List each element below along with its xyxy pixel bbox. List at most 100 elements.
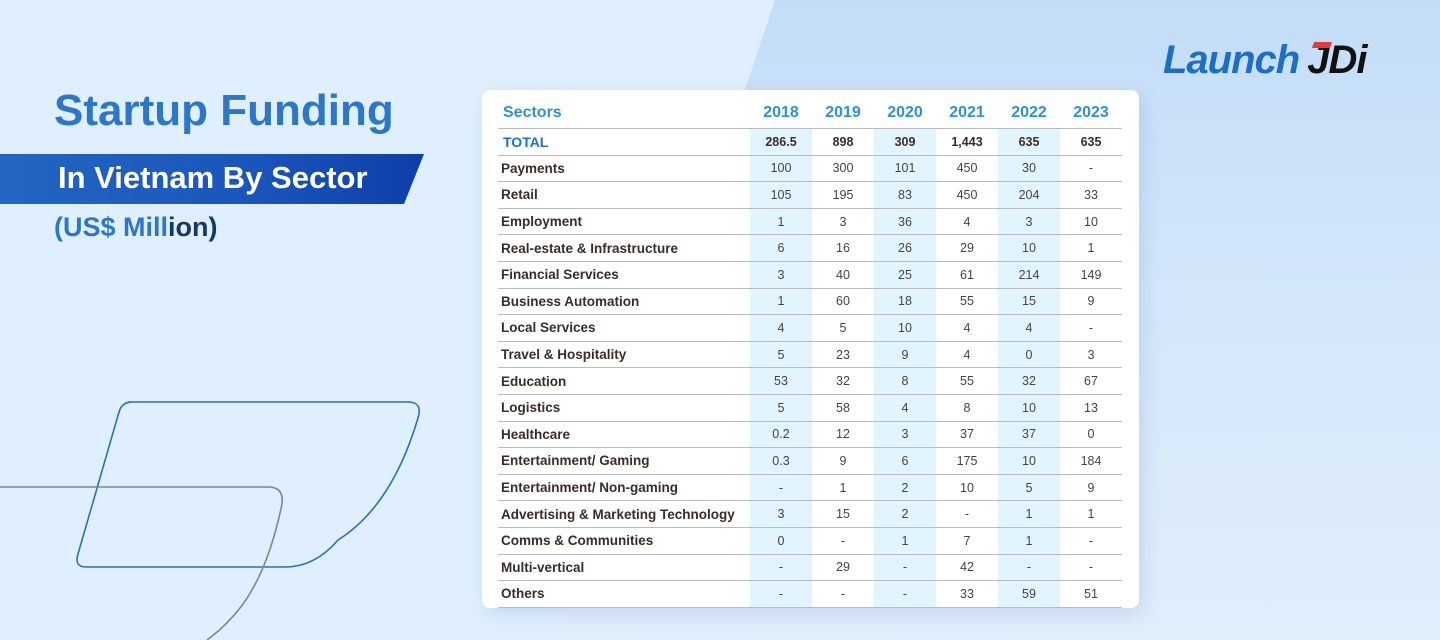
funding-value-cell: 286.5 bbox=[750, 128, 812, 156]
funding-value-cell: 9 bbox=[1060, 474, 1122, 502]
funding-value-cell: 5 bbox=[750, 341, 812, 369]
funding-value-cell: 3 bbox=[750, 261, 812, 289]
funding-value-cell: - bbox=[812, 580, 874, 608]
funding-value-cell: 51 bbox=[1060, 580, 1122, 608]
funding-value-cell: 1 bbox=[750, 208, 812, 236]
table-row: Others - - -33 59 51 bbox=[498, 580, 1122, 608]
funding-value-cell: 32 bbox=[998, 367, 1060, 395]
funding-value-cell: 15 bbox=[998, 288, 1060, 316]
table-row: Local Services 4 5 10 4 4- bbox=[498, 314, 1122, 342]
funding-value-cell: - bbox=[750, 554, 812, 582]
sector-name: TOTAL bbox=[498, 128, 750, 156]
funding-value-cell: - bbox=[750, 580, 812, 608]
funding-value-cell: 33 bbox=[936, 580, 998, 608]
funding-value-cell: 149 bbox=[1060, 261, 1122, 289]
decorative-shapes bbox=[0, 401, 421, 640]
funding-value-cell: 18 bbox=[874, 288, 936, 316]
funding-value-cell: 0.3 bbox=[750, 447, 812, 475]
funding-value-cell: 0 bbox=[1060, 421, 1122, 449]
funding-table-card: Sectors 2018 2019 2020 2021 2022 2023 TO… bbox=[482, 90, 1139, 608]
funding-value-cell: 8 bbox=[936, 394, 998, 422]
funding-value-cell: 15 bbox=[812, 500, 874, 528]
funding-value-cell: 42 bbox=[936, 554, 998, 582]
funding-value-cell: 59 bbox=[998, 580, 1060, 608]
funding-value-cell: 32 bbox=[812, 367, 874, 395]
funding-value-cell: 5 bbox=[750, 394, 812, 422]
funding-value-cell: 3 bbox=[812, 208, 874, 236]
funding-value-cell: 5 bbox=[812, 314, 874, 342]
table-row: Payments 100 300 101 450 30- bbox=[498, 155, 1122, 183]
funding-value-cell: 9 bbox=[1060, 288, 1122, 316]
funding-value-cell: 12 bbox=[812, 421, 874, 449]
funding-value-cell: 4 bbox=[750, 314, 812, 342]
table-row: Employment 1 3 36 4 3 10 bbox=[498, 208, 1122, 236]
funding-value-cell: 33 bbox=[1060, 181, 1122, 209]
funding-value-cell: 37 bbox=[936, 421, 998, 449]
unit-label-suffix: ion) bbox=[168, 212, 218, 242]
funding-value-cell: 175 bbox=[936, 447, 998, 475]
funding-value-cell: 100 bbox=[750, 155, 812, 183]
funding-value-cell: 3 bbox=[750, 500, 812, 528]
funding-value-cell: 309 bbox=[874, 128, 936, 156]
funding-value-cell: 60 bbox=[812, 288, 874, 316]
column-header-year: 2018 bbox=[750, 98, 812, 129]
table-row: Comms & Communities 0-1 7 1- bbox=[498, 527, 1122, 555]
table-row: Entertainment/ Non-gaming -1 2 10 5 9 bbox=[498, 474, 1122, 502]
funding-value-cell: 9 bbox=[874, 341, 936, 369]
page-subtitle: In Vietnam By Sector bbox=[58, 160, 368, 195]
table-row: Travel & Hospitality 5 23 9 4 0 3 bbox=[498, 341, 1122, 369]
funding-table: Sectors 2018 2019 2020 2021 2022 2023 TO… bbox=[498, 98, 1122, 608]
sector-name: Healthcare bbox=[498, 421, 750, 449]
funding-value-cell: 2 bbox=[874, 500, 936, 528]
column-header-year: 2022 bbox=[998, 98, 1060, 129]
brand-logo: Launch JDi bbox=[1163, 37, 1367, 82]
funding-value-cell: 2 bbox=[874, 474, 936, 502]
sector-name: Business Automation bbox=[498, 288, 750, 316]
funding-value-cell: 13 bbox=[1060, 394, 1122, 422]
funding-value-cell: 29 bbox=[812, 554, 874, 582]
decorative-blue-shape bbox=[76, 401, 421, 568]
logo-accent-bar bbox=[1312, 41, 1333, 48]
table-body: TOTAL 286.5 898 309 1,443 635 635 Payments 100 30… bbox=[498, 128, 1122, 608]
funding-value-cell: 10 bbox=[874, 314, 936, 342]
funding-value-cell: 3 bbox=[1060, 341, 1122, 369]
table-header-row: Sectors 2018 2019 2020 2021 2022 2023 bbox=[498, 98, 1122, 129]
funding-value-cell: 3 bbox=[998, 208, 1060, 236]
logo-word-launch: Launch bbox=[1163, 37, 1300, 82]
funding-value-cell: 55 bbox=[936, 288, 998, 316]
funding-value-cell: 36 bbox=[874, 208, 936, 236]
table-row: Entertainment/ Gaming 0.3 9 6 175 10 184 bbox=[498, 447, 1122, 475]
table-row: Business Automation 1 60 18 55 15 9 bbox=[498, 288, 1122, 316]
funding-value-cell: 25 bbox=[874, 261, 936, 289]
sector-name: Local Services bbox=[498, 314, 750, 342]
table-row: Real-estate & Infrastructure 6 16 26 29 10 1 bbox=[498, 234, 1122, 262]
funding-value-cell: 5 bbox=[998, 474, 1060, 502]
funding-value-cell: 0 bbox=[750, 527, 812, 555]
funding-value-cell: 300 bbox=[812, 155, 874, 183]
funding-value-cell: 1 bbox=[874, 527, 936, 555]
funding-value-cell: 184 bbox=[1060, 447, 1122, 475]
table-row: Healthcare 0.2 12 3 37 37 0 bbox=[498, 421, 1122, 449]
unit-label: (US$ Million) bbox=[54, 212, 218, 243]
table-row: Financial Services 3 40 25 61 214 149 bbox=[498, 261, 1122, 289]
funding-value-cell: 4 bbox=[998, 314, 1060, 342]
table-row-total: TOTAL 286.5 898 309 1,443 635 635 bbox=[498, 128, 1122, 156]
funding-value-cell: 1 bbox=[812, 474, 874, 502]
funding-value-cell: - bbox=[1060, 314, 1122, 342]
sector-name: Advertising & Marketing Technology bbox=[498, 500, 750, 528]
sector-name: Retail bbox=[498, 181, 750, 209]
sector-name: Financial Services bbox=[498, 261, 750, 289]
funding-value-cell: 3 bbox=[874, 421, 936, 449]
funding-value-cell: 61 bbox=[936, 261, 998, 289]
column-header-year: 2020 bbox=[874, 98, 936, 129]
funding-value-cell: 83 bbox=[874, 181, 936, 209]
sector-name: Education bbox=[498, 367, 750, 395]
funding-value-cell: 26 bbox=[874, 234, 936, 262]
funding-value-cell: - bbox=[874, 580, 936, 608]
funding-value-cell: 29 bbox=[936, 234, 998, 262]
funding-value-cell: 0 bbox=[998, 341, 1060, 369]
funding-value-cell: 4 bbox=[874, 394, 936, 422]
funding-value-cell: 67 bbox=[1060, 367, 1122, 395]
funding-value-cell: 1 bbox=[750, 288, 812, 316]
funding-value-cell: 6 bbox=[874, 447, 936, 475]
